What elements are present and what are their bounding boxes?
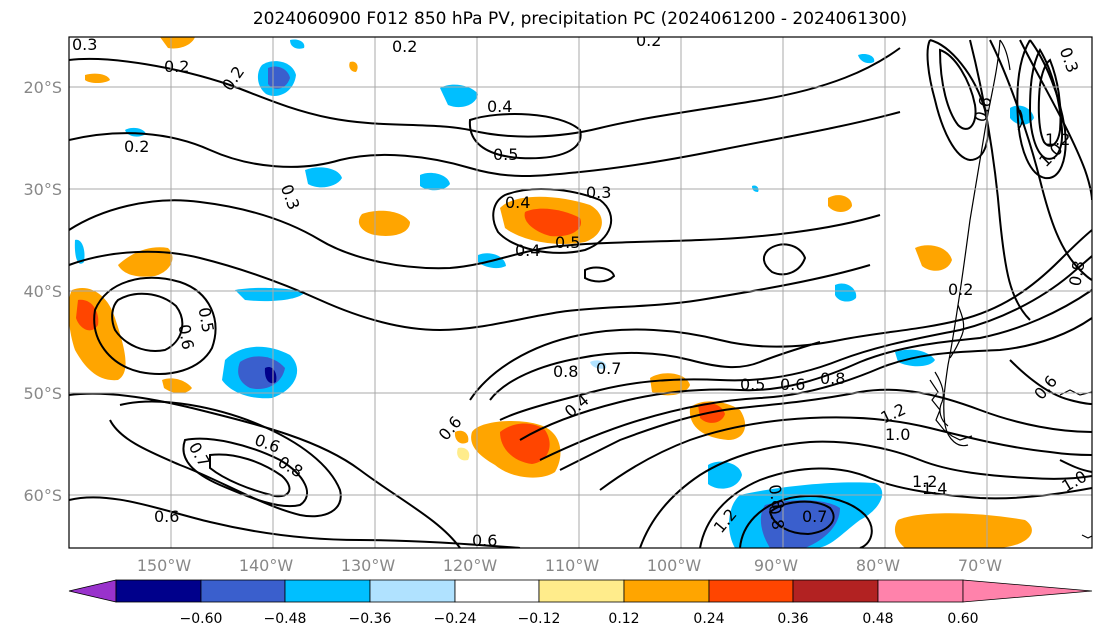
lon-label: 130°W [341, 556, 396, 575]
colorbar-tick-label: 0.60 [947, 611, 978, 627]
lon-label: 100°W [647, 556, 702, 575]
contour-label: 0.2 [124, 137, 149, 156]
colorbar-segment [115, 579, 202, 603]
lon-label: 90°W [754, 556, 798, 575]
lon-label: 120°W [443, 556, 498, 575]
contour-label: 0.5 [195, 306, 218, 334]
lon-label: 110°W [545, 556, 600, 575]
colorbar-segment [200, 579, 286, 603]
contour-label: 0.5 [740, 375, 765, 394]
precip-shading [69, 37, 1034, 548]
colorbar-min-extend [68, 579, 117, 603]
colorbar-tick-label: −0.36 [349, 611, 392, 627]
lon-label: 150°W [137, 556, 192, 575]
lon-axis: 150°W 140°W 130°W 120°W 110°W 100°W 90°W… [137, 556, 1002, 575]
contour-label: 0.3 [586, 183, 611, 202]
contour-label: 0.6 [154, 507, 179, 526]
colorbar-segment [454, 579, 540, 603]
lat-axis: 20°S 30°S 40°S 50°S 60°S [23, 78, 62, 505]
colorbar-tick-label: −0.48 [264, 611, 307, 627]
contour-label: 0.2 [636, 31, 661, 50]
lon-label: 140°W [239, 556, 294, 575]
contour-label: 0.5 [555, 233, 580, 252]
contour-label: 0.2 [164, 57, 189, 76]
contour-label: 0.8 [553, 362, 578, 381]
colorbar-tick-label: −0.24 [434, 611, 477, 627]
contour-label: 0.7 [802, 507, 827, 526]
colorbar-tick-label: 0.12 [608, 611, 639, 627]
contour-label: 0.2 [392, 37, 417, 56]
colorbar-segment [792, 579, 879, 603]
lat-label: 50°S [23, 384, 62, 403]
colorbar: −0.60 −0.48 −0.36 −0.24 −0.12 0.12 0.24 … [68, 579, 1093, 627]
lon-label: 80°W [856, 556, 900, 575]
contour-label: 0.2 [948, 280, 973, 299]
contour-label: 0.4 [515, 241, 540, 260]
colorbar-tick-label: 0.36 [777, 611, 808, 627]
colorbar-tick-label: 0.48 [862, 611, 893, 627]
contour-label: 0.8 [820, 369, 845, 388]
colorbar-segment [623, 579, 710, 603]
pv-contours [69, 39, 1092, 548]
colorbar-tick-label: 0.24 [693, 611, 724, 627]
contour-label: 0.7 [596, 359, 621, 378]
contour-label: 0.6 [472, 531, 497, 550]
contour-label: 0.6 [780, 375, 805, 394]
colorbar-segment [538, 579, 625, 603]
contour-label: 1.2 [1045, 130, 1070, 149]
contour-label: 0.8 [765, 503, 788, 531]
contour-label: 1.4 [922, 479, 947, 498]
contour-label: 0.8 [1065, 259, 1088, 287]
colorbar-segment [369, 579, 456, 603]
lat-label: 40°S [23, 282, 62, 301]
colorbar-max-extend [962, 579, 1093, 603]
colorbar-segment [877, 579, 964, 603]
colorbar-segment [284, 579, 371, 603]
contour-label: 1.0 [885, 425, 910, 444]
lat-label: 30°S [23, 180, 62, 199]
lat-label: 60°S [23, 486, 62, 505]
contour-label: 0.6 [175, 323, 198, 351]
lat-label: 20°S [23, 78, 62, 97]
contour-label: 0.4 [505, 193, 530, 212]
lon-label: 70°W [958, 556, 1002, 575]
contour-label: 0.8 [765, 483, 788, 511]
map-title: 2024060900 F012 850 hPa PV, precipitatio… [252, 9, 908, 29]
contour-label: 0.3 [72, 35, 97, 54]
colorbar-tick-label: −0.60 [180, 611, 223, 627]
coastline [929, 39, 1092, 539]
contour-label: 0.5 [493, 145, 518, 164]
contour-label: 0.4 [487, 97, 512, 116]
map-frame [68, 36, 1093, 549]
graticule [69, 37, 1092, 548]
colorbar-segment [708, 579, 794, 603]
contour-label: 1.2 [912, 472, 937, 491]
colorbar-tick-label: −0.12 [518, 611, 561, 627]
